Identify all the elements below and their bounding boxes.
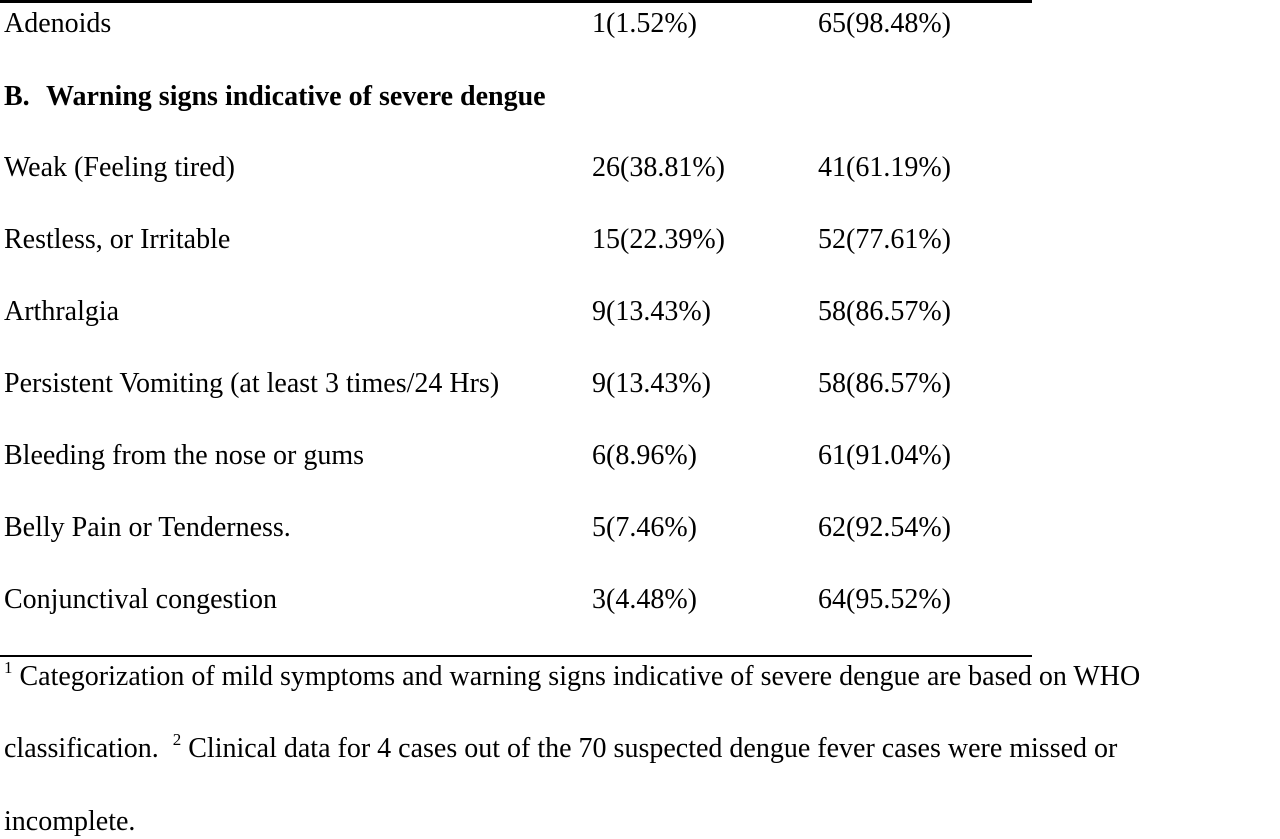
footnote-1-text: Categorization of mild symptoms and warn… [19,661,1141,692]
footnote-2-text: Clinical data for 4 cases out of the 70 … [188,733,1118,764]
footnote-1-first: 1 Categorization of mild symptoms and wa… [4,658,1141,694]
footnote-2-marker: 2 [172,730,182,749]
row-yes: 9(13.43%) [592,296,711,327]
row-no: 41(61.19%) [818,152,951,183]
table-bottom-rule [0,655,1032,657]
row-label: Belly Pain or Tenderness. [4,512,291,543]
row-yes-adenoids: 1(1.52%) [592,8,697,39]
row-no: 52(77.61%) [818,224,951,255]
row-no-adenoids: 65(98.48%) [818,8,951,39]
row-no: 58(86.57%) [818,296,951,327]
row-yes: 3(4.48%) [592,584,697,615]
row-label: Bleeding from the nose or gums [4,440,365,471]
row-yes: 26(38.81%) [592,152,725,183]
row-label: Arthralgia [4,296,120,327]
row-no: 62(92.54%) [818,512,951,543]
row-no: 58(86.57%) [818,368,951,399]
row-label: Weak (Feeling tired) [4,152,235,183]
row-label: Conjunctival congestion [4,584,277,615]
row-no: 61(91.04%) [818,440,951,471]
section-title: Warning signs indicative of severe dengu… [46,81,546,112]
row-no: 64(95.52%) [818,584,951,615]
section-heading: B. Warning signs indicative of severe den… [4,80,546,114]
footnote-1-continuation: classification. [4,733,159,764]
table-top-rule [0,0,1032,3]
row-label: Restless, or Irritable [4,224,231,255]
row-label: Persistent Vomiting (at least 3 times/24… [4,368,500,399]
row-label-adenoids: Adenoids [4,8,112,39]
section-letter: B. [4,81,30,112]
row-yes: 6(8.96%) [592,440,697,471]
footnote-line-1: 1 Categorization of mild symptoms and wa… [4,658,1278,694]
row-yes: 9(13.43%) [592,368,711,399]
row-yes: 15(22.39%) [592,224,725,255]
footnote-1-marker: 1 [4,658,13,677]
footnote-2-continuation: incomplete. [4,806,136,837]
row-yes: 5(7.46%) [592,512,697,543]
footnote-line-3: incomplete. [4,805,1278,839]
footnote-line-2: classification. 2 Clinical data for 4 ca… [4,730,1278,766]
